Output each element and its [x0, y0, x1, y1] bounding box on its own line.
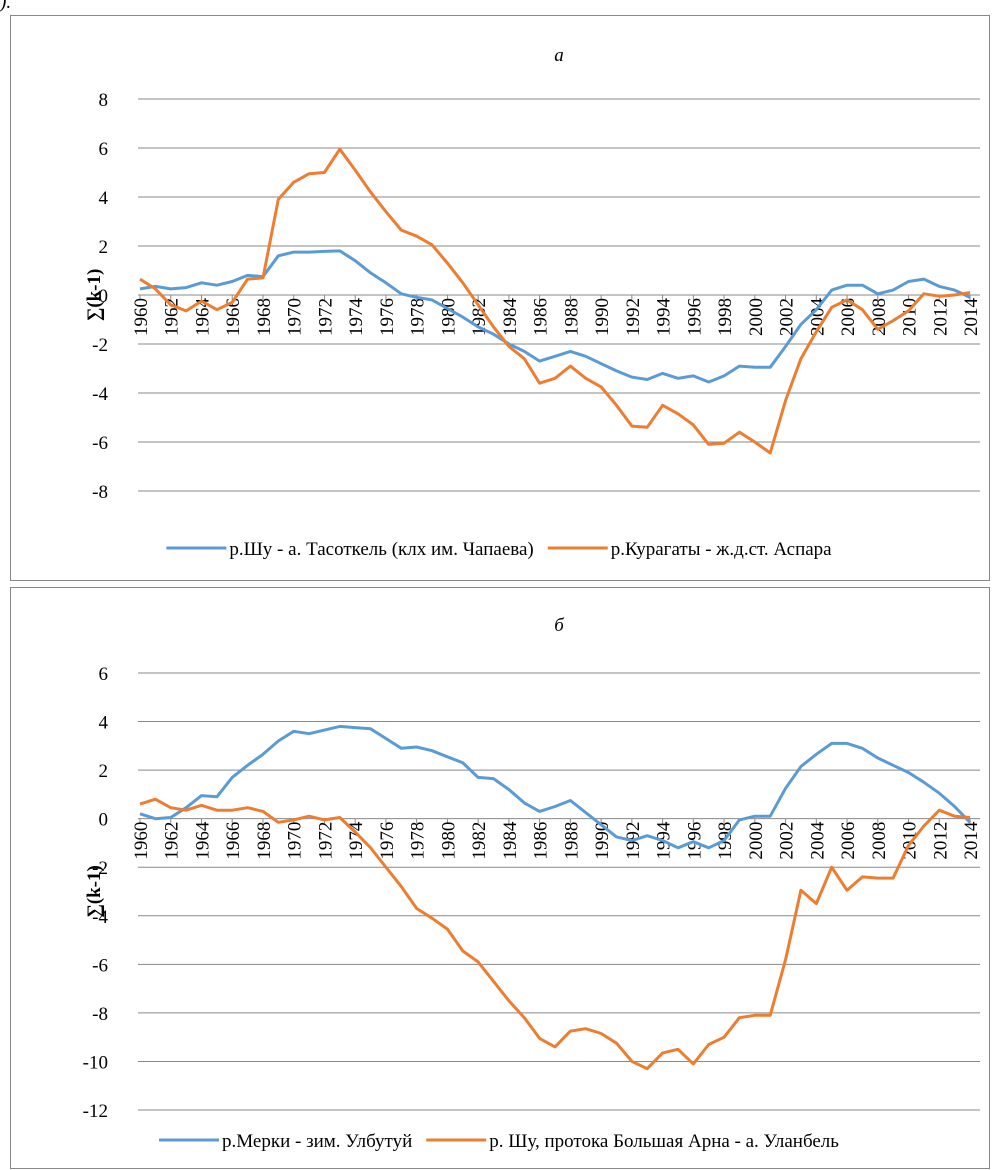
x-tick-label: 1980: [438, 822, 459, 860]
chart-title: б: [554, 615, 565, 636]
x-tick-label: 2014: [961, 821, 982, 860]
y-tick-label: 2: [99, 237, 109, 258]
x-tick-label: 1986: [531, 298, 552, 336]
x-tick-label: 1962: [162, 298, 183, 336]
y-tick-label: -2: [92, 335, 108, 356]
x-tick-label: 1988: [561, 298, 582, 336]
x-tick-label: 1984: [500, 298, 521, 337]
caption-fragment: ).: [0, 0, 11, 13]
x-tick-label: 1960: [131, 298, 152, 336]
x-tick-label: 2002: [777, 822, 798, 860]
series-line: [139, 724, 972, 850]
x-tick-label: 2014: [961, 298, 982, 337]
x-tick-label: 1996: [684, 298, 705, 336]
x-tick-label: 2002: [777, 298, 798, 336]
x-tick-label: 1978: [408, 822, 429, 860]
x-tick-label: 1982: [469, 822, 490, 860]
x-tick-label: 1986: [531, 822, 552, 860]
y-tick-label: -8: [92, 482, 108, 503]
y-tick-label: -4: [92, 907, 108, 928]
x-tick-label: 2006: [838, 822, 859, 860]
x-tick-label: 1976: [377, 822, 398, 860]
legend-label: р.Курагаты - ж.д.ст. Аспара: [611, 539, 832, 560]
y-tick-label: -12: [83, 1101, 108, 1122]
x-tick-label: 1974: [346, 821, 367, 860]
x-tick-label: 2000: [746, 298, 767, 336]
y-tick-label: -6: [92, 433, 108, 454]
x-tick-label: 1984: [500, 821, 521, 860]
chart-frame: [10, 15, 990, 581]
y-tick-label: -8: [92, 1004, 108, 1025]
x-tick-label: 1972: [315, 298, 336, 336]
x-tick-label: 1990: [592, 298, 613, 336]
x-tick-label: 2006: [838, 298, 859, 336]
series-line: [139, 147, 971, 455]
x-tick-label: 2000: [746, 822, 767, 860]
x-tick-label: 1976: [377, 298, 398, 336]
x-tick-label: 2010: [900, 298, 921, 336]
series-line: [139, 249, 971, 384]
series-line: [139, 797, 971, 1071]
y-tick-label: -10: [83, 1052, 108, 1073]
x-tick-label: 1970: [285, 822, 306, 860]
y-tick-label: -2: [92, 858, 108, 879]
x-tick-label: 1978: [408, 298, 429, 336]
x-tick-label: 2004: [807, 298, 828, 337]
x-tick-label: 2008: [869, 298, 890, 336]
x-tick-label: 1994: [654, 298, 675, 337]
x-tick-label: 1968: [254, 298, 275, 336]
chart-title: а: [554, 45, 564, 66]
y-tick-label: 4: [99, 713, 109, 734]
x-tick-label: 1962: [162, 822, 183, 860]
x-tick-label: 2008: [869, 822, 890, 860]
y-axis-label: ∑(k-1): [84, 269, 105, 322]
x-tick-label: 1972: [315, 822, 336, 860]
x-tick-label: 1960: [131, 822, 152, 860]
y-axis-label: ∑(k-1): [84, 865, 105, 918]
x-tick-label: 1966: [223, 822, 244, 860]
x-tick-label: 1964: [192, 298, 213, 337]
y-tick-label: 8: [99, 90, 109, 111]
y-tick-label: 6: [99, 664, 109, 685]
y-tick-label: 0: [99, 810, 109, 831]
legend-label: р. Шу, протока Большая Арна - а. Уланбел…: [489, 1131, 839, 1152]
x-tick-label: 2004: [807, 821, 828, 860]
x-tick-label: 1996: [684, 822, 705, 860]
y-tick-label: -4: [92, 384, 108, 405]
x-tick-label: 1970: [285, 298, 306, 336]
legend-label: р.Шу - а. Тасоткель (клх им. Чапаева): [229, 539, 533, 560]
y-tick-label: -6: [92, 955, 108, 976]
y-tick-label: 6: [99, 139, 109, 160]
x-tick-label: 2010: [900, 822, 921, 860]
x-tick-label: 1982: [469, 298, 490, 336]
x-tick-label: 1966: [223, 298, 244, 336]
x-tick-label: 1992: [623, 298, 644, 336]
legend-label: р.Мерки - зим. Улбутуй: [222, 1131, 412, 1152]
y-tick-label: 4: [99, 188, 109, 209]
x-tick-label: 2012: [930, 298, 951, 336]
chart-frame: [10, 587, 990, 1169]
x-tick-label: 1988: [561, 822, 582, 860]
x-tick-label: 1968: [254, 822, 275, 860]
x-tick-label: 1974: [346, 298, 367, 337]
x-tick-label: 2012: [930, 822, 951, 860]
y-tick-label: 2: [99, 761, 109, 782]
x-tick-label: 1964: [192, 821, 213, 860]
x-tick-label: 1998: [715, 298, 736, 336]
y-tick-label: 0: [99, 286, 109, 307]
